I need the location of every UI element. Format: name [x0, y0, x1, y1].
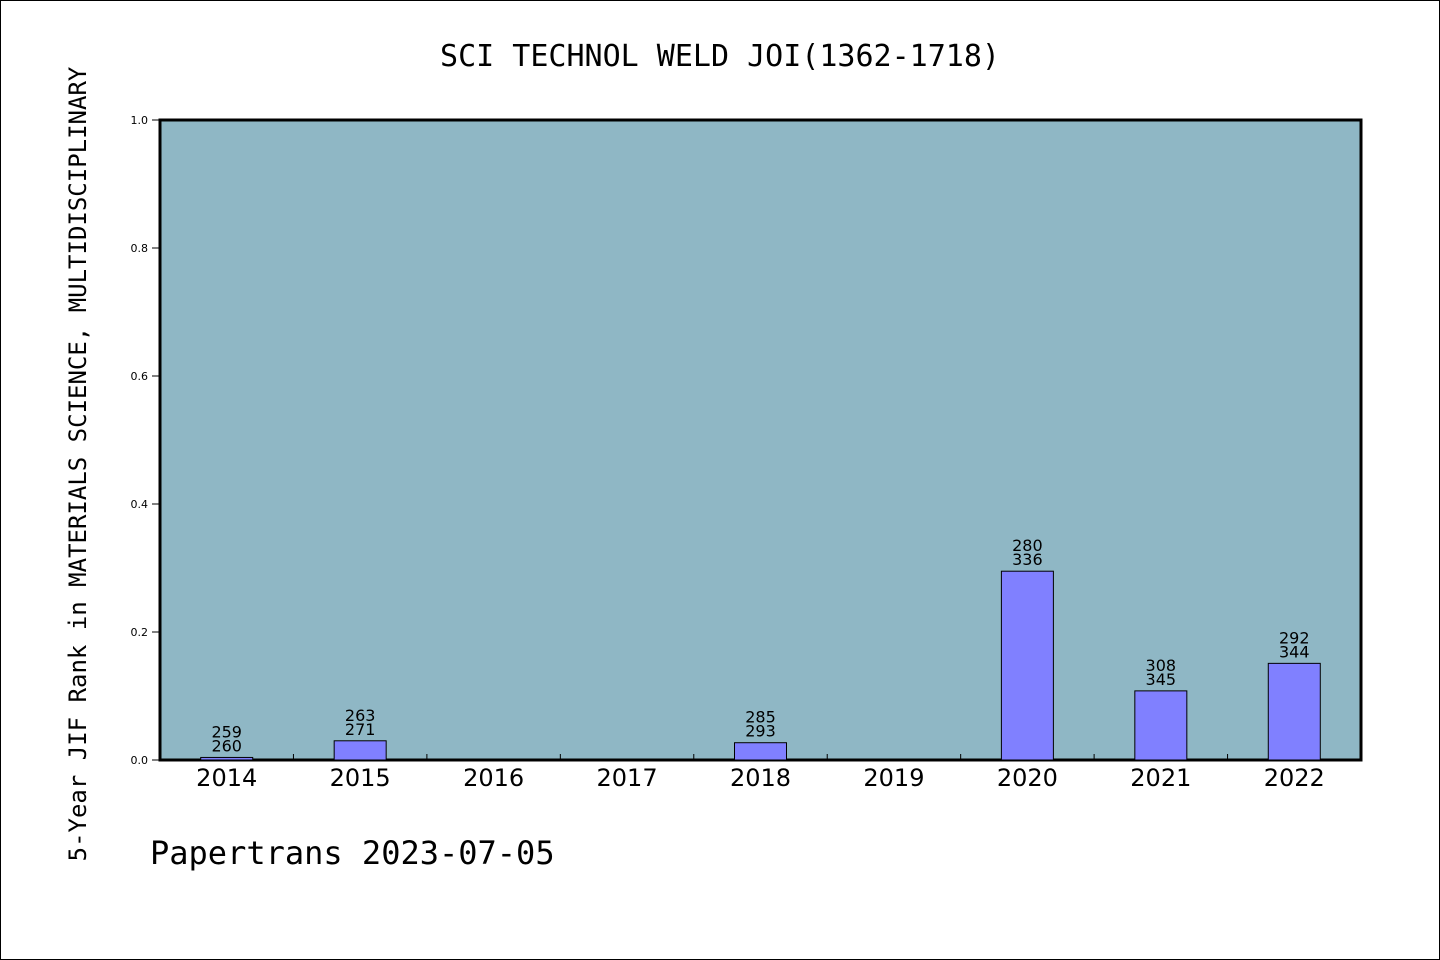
x-tick-label: 2017 — [597, 764, 658, 792]
y-tick-label: 1.0 — [131, 114, 149, 127]
bar-label-bottom: 260 — [211, 736, 242, 755]
x-tick-label: 2021 — [1130, 764, 1191, 792]
x-tick-label: 2018 — [730, 764, 791, 792]
bar-2015 — [333, 740, 387, 761]
x-tick-label: 2015 — [330, 764, 391, 792]
footer-text: Papertrans 2023-07-05 — [150, 834, 555, 872]
x-tick-label: 2019 — [863, 764, 924, 792]
y-axis-label: 5-Year JIF Rank in MATERIALS SCIENCE, MU… — [64, 66, 92, 861]
x-axis-ticks: 2014 2015 2016 2017 2018 2019 2020 2021 2022 — [196, 754, 1325, 792]
bar-label-top: 263 — [345, 706, 376, 725]
bar-2021 — [1134, 690, 1188, 761]
x-tick-label: 2022 — [1264, 764, 1325, 792]
y-tick-label: 0.8 — [131, 242, 149, 255]
y-tick-label: 0.2 — [131, 626, 149, 639]
y-tick-label: 0.0 — [131, 754, 149, 767]
bar-label-bottom: 336 — [1012, 550, 1043, 569]
bar-2014 — [200, 756, 254, 761]
bar-label-top: 308 — [1146, 656, 1177, 675]
y-tick-label: 0.4 — [131, 498, 149, 511]
bar-label-bottom: 344 — [1279, 642, 1310, 661]
plot-area — [158, 118, 1363, 762]
bar-2018 — [734, 742, 787, 761]
x-tick-label: 2020 — [997, 764, 1058, 792]
bar-label-top: 292 — [1279, 628, 1310, 647]
y-tick-label: 0.6 — [131, 370, 149, 383]
bar-label-top: 280 — [1012, 536, 1043, 555]
y-axis-ticks: 0.0 0.2 0.4 0.6 0.8 1.0 — [131, 114, 160, 767]
x-tick-label: 2014 — [196, 764, 257, 792]
x-tick-label: 2016 — [463, 764, 524, 792]
bar-label-bottom: 271 — [345, 720, 376, 739]
bar-2022 — [1267, 662, 1321, 761]
bar-label-top: 259 — [211, 722, 242, 741]
bar-2020 — [1000, 570, 1054, 761]
bar-label-bottom: 293 — [745, 722, 776, 741]
bar-label-bottom: 345 — [1146, 670, 1177, 689]
chart-title: SCI TECHNOL WELD JOI(1362-1718) — [440, 39, 1000, 74]
bar-label-top: 285 — [745, 708, 776, 727]
